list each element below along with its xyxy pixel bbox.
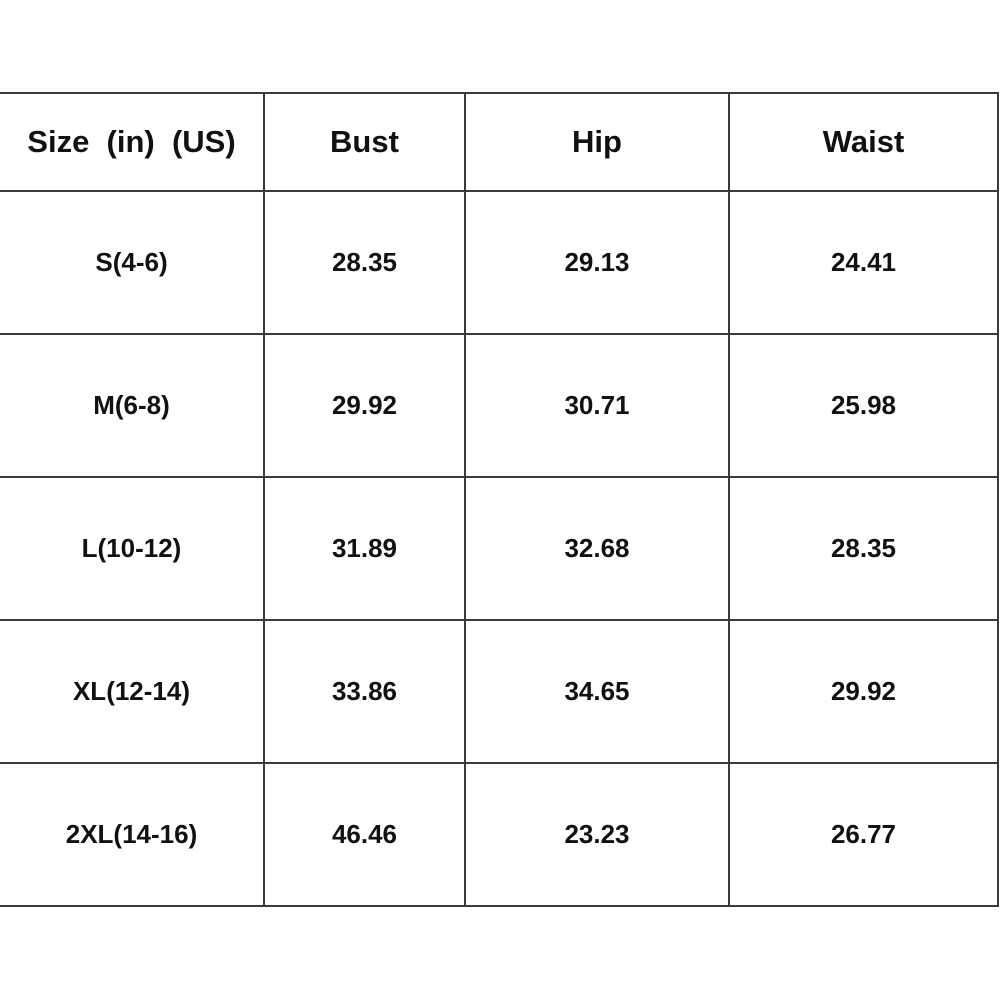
size-table: Size (in) (US) Bust Hip Waist S(4-6) 28.35 29.… <box>0 92 999 907</box>
size-cell: 2XL(14-16) <box>0 762 265 907</box>
measure-cell: 28.35 <box>263 190 466 335</box>
measure-cell: 30.71 <box>464 333 730 478</box>
measure-cell: 24.41 <box>728 190 999 335</box>
measure-cell: 26.77 <box>728 762 999 907</box>
table-row: XL(12-14) 33.86 34.65 29.92 <box>0 619 999 764</box>
measure-cell: 25.98 <box>728 333 999 478</box>
measure-cell: 32.68 <box>464 476 730 621</box>
table-row: 2XL(14-16) 46.46 23.23 26.77 <box>0 762 999 907</box>
header-cell: Size (in) (US) <box>0 92 265 192</box>
table-row: M(6-8) 29.92 30.71 25.98 <box>0 333 999 478</box>
header-cell: Bust <box>263 92 466 192</box>
measure-cell: 33.86 <box>263 619 466 764</box>
header-cell: Waist <box>728 92 999 192</box>
measure-cell: 29.92 <box>728 619 999 764</box>
measure-cell: 34.65 <box>464 619 730 764</box>
measure-cell: 29.13 <box>464 190 730 335</box>
measure-cell: 23.23 <box>464 762 730 907</box>
measure-cell: 28.35 <box>728 476 999 621</box>
size-cell: L(10-12) <box>0 476 265 621</box>
measure-cell: 46.46 <box>263 762 466 907</box>
size-cell: XL(12-14) <box>0 619 265 764</box>
header-row: Size (in) (US) Bust Hip Waist <box>0 92 999 192</box>
size-cell: S(4-6) <box>0 190 265 335</box>
size-cell: M(6-8) <box>0 333 265 478</box>
header-cell: Hip <box>464 92 730 192</box>
measure-cell: 31.89 <box>263 476 466 621</box>
measure-cell: 29.92 <box>263 333 466 478</box>
table-row: S(4-6) 28.35 29.13 24.41 <box>0 190 999 335</box>
table-row: L(10-12) 31.89 32.68 28.35 <box>0 476 999 621</box>
